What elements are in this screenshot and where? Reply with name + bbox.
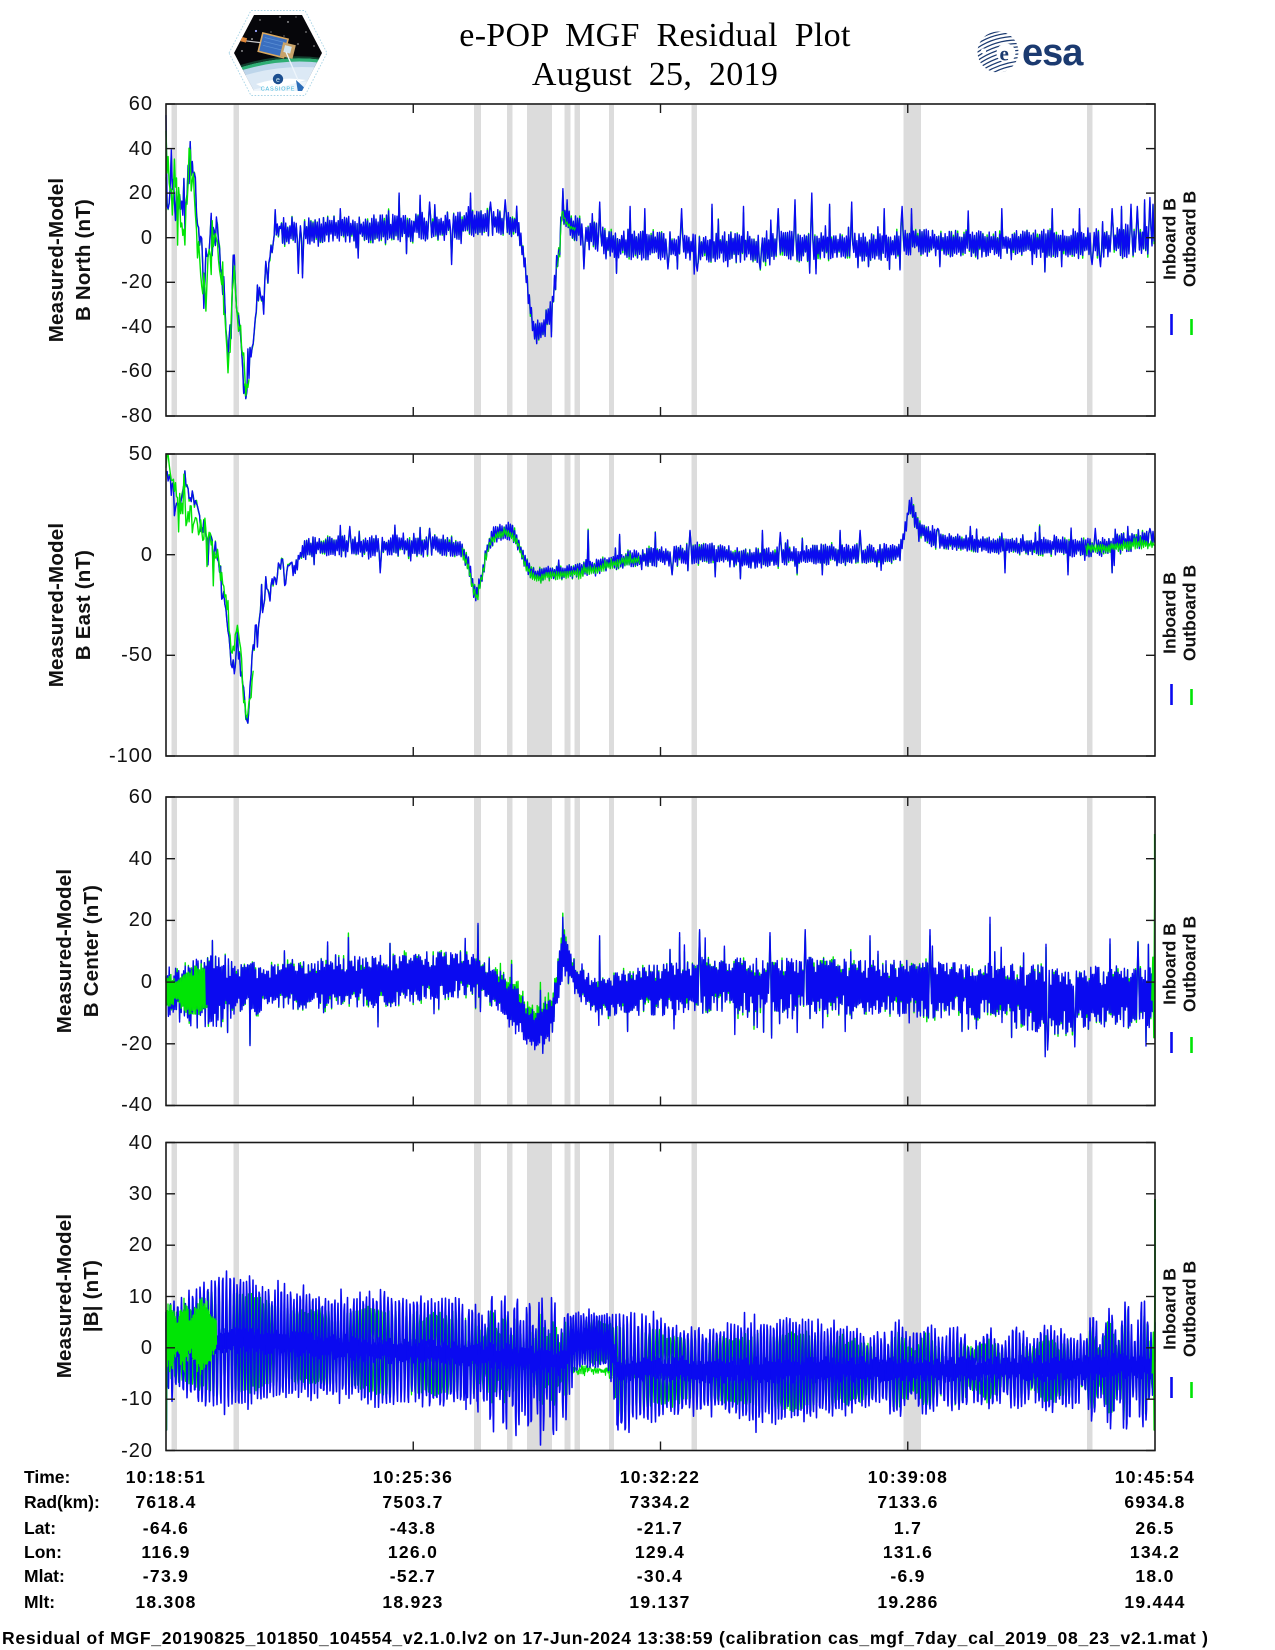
svg-text:esa: esa xyxy=(1022,32,1084,74)
svg-text:CASSIOPE: CASSIOPE xyxy=(261,87,296,93)
svg-text:e: e xyxy=(276,77,280,84)
svg-text:e: e xyxy=(1000,42,1009,66)
